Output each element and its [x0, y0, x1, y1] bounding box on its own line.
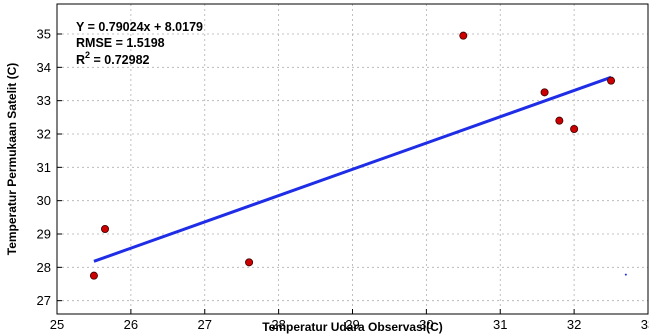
data-point: [555, 116, 564, 125]
y-tick-label: 28: [37, 260, 51, 275]
data-point: [101, 224, 110, 233]
r2-value: = 0.72982: [90, 53, 149, 67]
grid-lines: [56, 4, 649, 314]
y-tick-label: 29: [37, 227, 51, 242]
rmse-annotation: RMSE = 1.5198: [76, 36, 165, 50]
x-tick-label: 32: [567, 317, 581, 332]
equation-annotation: Y = 0.79024x + 8.0179: [76, 20, 203, 34]
regression-line: [93, 75, 612, 263]
axis-ticks: 25 26 27 28 29 30 31 32 33 27 28 29 30 31 32 33 34 35: [37, 27, 649, 333]
y-tick-label: 35: [37, 27, 51, 42]
data-points: [89, 31, 627, 280]
x-tick-label: 31: [493, 317, 507, 332]
r2-prefix: R: [76, 53, 85, 67]
data-point: [89, 271, 98, 280]
data-point: [570, 125, 579, 134]
x-axis-label: Temperatur Udara Observasi(C): [262, 320, 443, 334]
stray-point: [624, 273, 627, 276]
r2-annotation: R2 = 0.72982: [76, 50, 150, 67]
x-tick-label: 27: [198, 317, 212, 332]
data-point: [540, 88, 549, 97]
y-tick-label: 30: [37, 193, 51, 208]
x-tick-label: 29: [345, 317, 359, 332]
x-tick-label: 30: [419, 317, 433, 332]
x-tick-label: 33: [641, 317, 649, 332]
r2-superscript: 2: [85, 50, 90, 60]
y-tick-label: 33: [37, 93, 51, 108]
x-tick-label: 26: [124, 317, 138, 332]
data-point: [459, 31, 468, 40]
x-tick-label: 25: [50, 317, 64, 332]
y-tick-label: 27: [37, 293, 51, 308]
y-axis-label: Temperatur Permukaan Satelit (C): [5, 63, 19, 256]
y-tick-label: 31: [37, 160, 51, 175]
y-tick-label: 34: [37, 60, 51, 75]
y-tick-label: 32: [37, 127, 51, 142]
data-point: [245, 258, 254, 267]
regression-line-group: [93, 75, 612, 263]
x-tick-label: 28: [271, 317, 285, 332]
data-point: [607, 76, 616, 85]
